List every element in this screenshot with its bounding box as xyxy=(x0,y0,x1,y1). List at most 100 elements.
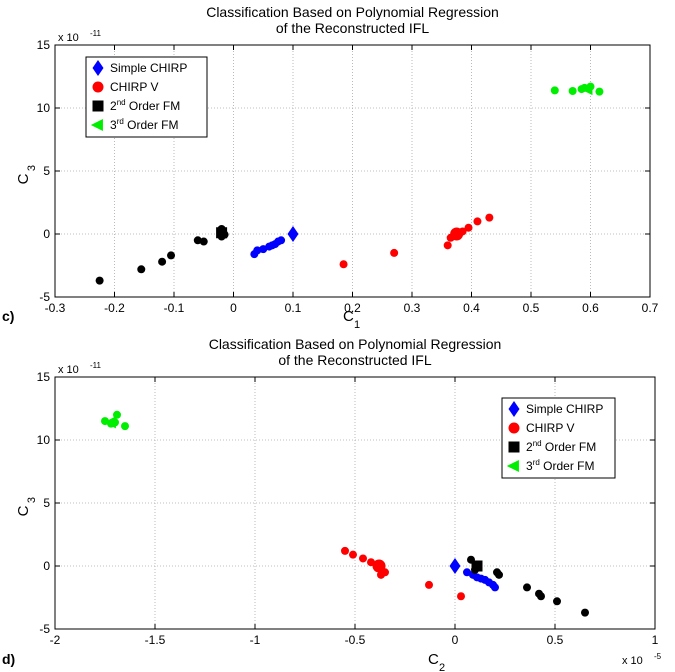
y-tick-label: -5 xyxy=(39,622,50,636)
data-point xyxy=(137,265,146,274)
x-tick-label: 0.5 xyxy=(523,301,540,315)
legend-entry-label: Simple CHIRP xyxy=(110,61,187,75)
y-axis-label-subscript: 3 xyxy=(26,497,38,503)
y-tick-label: 10 xyxy=(37,101,51,115)
data-point xyxy=(553,597,561,606)
data-point xyxy=(463,568,471,577)
scatter-panel-d: Classification Based on Polynomial Regre… xyxy=(2,336,662,672)
x-tick-label: -1.5 xyxy=(145,633,166,647)
y-axis-label: C xyxy=(15,173,32,184)
x-axis-label: C xyxy=(343,308,354,325)
series-centroid-marker xyxy=(372,559,386,573)
data-point xyxy=(158,257,167,266)
y-tick-label: 15 xyxy=(37,38,51,52)
x-tick-label: -1 xyxy=(250,633,261,647)
data-point xyxy=(443,241,452,250)
chart-subtitle: of the Reconstructed IFL xyxy=(276,20,430,36)
legend-marker xyxy=(92,81,104,93)
y-tick-label: 0 xyxy=(43,559,50,573)
x-tick-label: -0.2 xyxy=(104,301,125,315)
scatter-panel-c: Classification Based on Polynomial Regre… xyxy=(2,4,659,331)
legend-marker xyxy=(92,60,104,76)
data-point xyxy=(390,248,399,257)
legend-entry-label: 3rd Order FM xyxy=(526,458,594,473)
x-axis-label-subscript: 2 xyxy=(439,662,445,672)
data-point xyxy=(193,236,202,245)
y-axis-multiplier-exponent: -11 xyxy=(90,361,102,370)
chart-title: Classification Based on Polynomial Regre… xyxy=(206,4,499,20)
y-axis-label: C xyxy=(15,505,32,516)
y-axis-label-subscript: 3 xyxy=(26,165,38,171)
panel-label: c) xyxy=(2,308,14,324)
data-point xyxy=(523,583,531,592)
y-tick-label: 15 xyxy=(37,370,51,384)
data-point xyxy=(550,86,559,95)
y-axis-multiplier-exponent: -11 xyxy=(90,29,102,38)
x-axis-label: C xyxy=(428,651,439,668)
x-tick-label: -0.1 xyxy=(164,301,185,315)
y-tick-label: -5 xyxy=(39,290,50,304)
x-tick-label: 0.3 xyxy=(404,301,421,315)
x-axis-multiplier-exponent: -5 xyxy=(654,652,662,661)
series-centroid-marker xyxy=(450,227,464,241)
series-centroid-marker xyxy=(471,560,483,572)
x-tick-label: -2 xyxy=(50,633,61,647)
x-tick-label: 0.4 xyxy=(463,301,480,315)
data-point xyxy=(167,251,176,260)
data-point xyxy=(568,86,577,95)
chart-subtitle: of the Reconstructed IFL xyxy=(278,352,432,368)
x-tick-label: 0 xyxy=(452,633,459,647)
data-point xyxy=(95,276,104,285)
legend-marker xyxy=(508,441,520,453)
x-tick-label: 0.7 xyxy=(642,301,659,315)
x-tick-label: 1 xyxy=(652,633,659,647)
legend: Simple CHIRP CHIRP V 2nd Order FM 3rd Order… xyxy=(501,397,616,479)
data-point xyxy=(121,422,129,431)
x-tick-label: 0.1 xyxy=(285,301,302,315)
y-tick-label: 0 xyxy=(43,227,50,241)
legend-entry-label: CHIRP V xyxy=(110,80,158,94)
legend-marker xyxy=(506,459,519,473)
x-tick-label: -0.3 xyxy=(45,301,66,315)
series-centroid-marker xyxy=(287,226,299,242)
legend-marker xyxy=(508,401,520,417)
legend-box xyxy=(501,397,616,479)
series-centroid-marker xyxy=(103,416,116,429)
chart-title: Classification Based on Polynomial Regre… xyxy=(209,336,502,352)
series-centroid-marker xyxy=(216,227,228,239)
data-point xyxy=(537,592,545,601)
data-point xyxy=(339,260,348,269)
x-tick-label: -0.5 xyxy=(345,633,366,647)
data-point xyxy=(581,608,589,617)
x-tick-label: 0 xyxy=(230,301,237,315)
x-tick-label: 0.5 xyxy=(547,633,564,647)
legend-marker xyxy=(508,422,520,434)
data-point xyxy=(277,236,286,245)
data-point xyxy=(485,213,494,222)
y-axis-multiplier: x 10 xyxy=(58,364,79,376)
data-point xyxy=(595,87,604,96)
data-point xyxy=(199,237,208,246)
series-centroid-marker xyxy=(580,83,593,96)
x-axis-label-subscript: 1 xyxy=(354,319,360,331)
legend-entry-label: Simple CHIRP xyxy=(526,402,603,416)
data-point xyxy=(341,546,349,555)
data-point xyxy=(359,554,367,563)
data-point xyxy=(495,570,503,579)
legend-entry-label: CHIRP V xyxy=(526,421,574,435)
legend: Simple CHIRP CHIRP V 2nd Order FM 3rd Order… xyxy=(85,56,208,138)
legend-marker xyxy=(92,100,104,112)
data-point xyxy=(349,550,357,559)
data-point xyxy=(473,217,482,226)
legend-box xyxy=(85,56,208,138)
data-point xyxy=(491,583,499,592)
data-point xyxy=(464,223,473,232)
x-tick-label: 0.2 xyxy=(344,301,361,315)
y-axis-multiplier: x 10 xyxy=(58,32,79,44)
legend-marker xyxy=(90,118,103,132)
y-tick-label: 5 xyxy=(43,164,50,178)
data-point xyxy=(425,580,433,589)
legend-entry-label: 2nd Order FM xyxy=(526,439,596,454)
x-tick-label: 0.6 xyxy=(582,301,599,315)
